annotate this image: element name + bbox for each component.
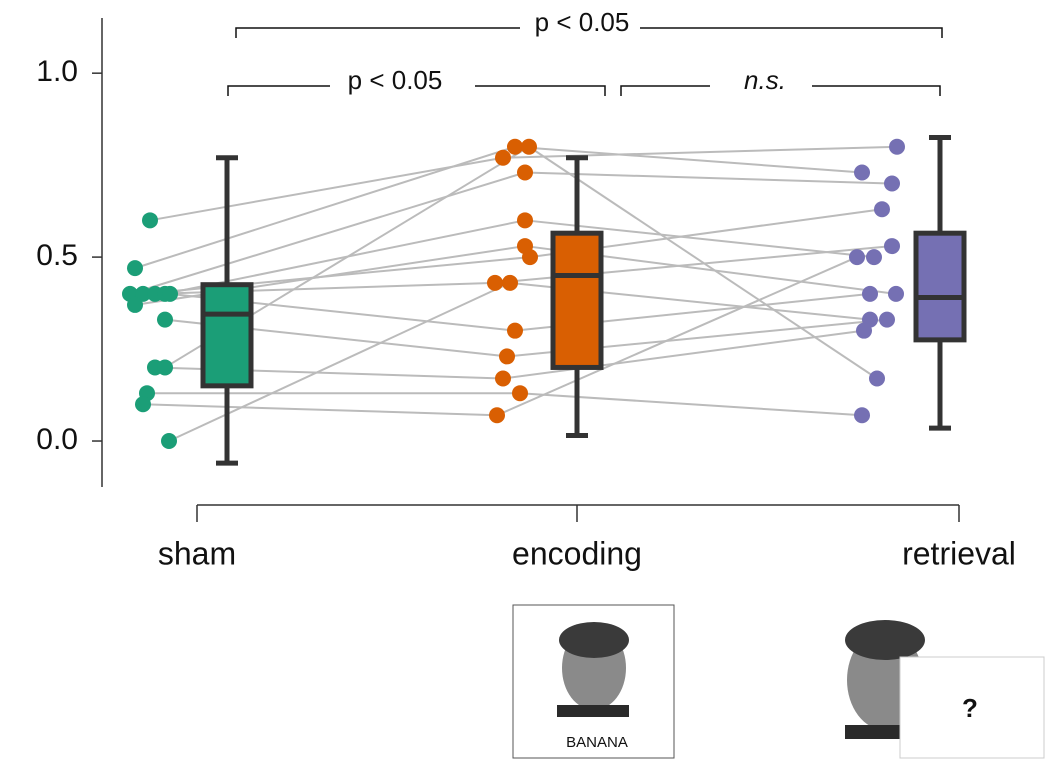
- data-point: [866, 249, 882, 266]
- data-point: [862, 311, 878, 328]
- x-tick-label: encoding: [512, 535, 642, 571]
- data-point: [127, 260, 143, 277]
- data-point: [135, 396, 151, 413]
- data-point: [884, 175, 900, 192]
- data-point: [874, 201, 890, 218]
- x-tick-label: retrieval: [902, 535, 1016, 571]
- paired-line: [524, 171, 893, 185]
- paired-line: [514, 145, 863, 174]
- data-point: [888, 285, 904, 302]
- shirt: [557, 705, 629, 717]
- paired-line: [496, 256, 858, 417]
- data-point: [499, 348, 515, 365]
- data-point: [521, 138, 537, 155]
- data-point: [849, 249, 865, 266]
- hair: [559, 622, 629, 658]
- data-point: [869, 370, 885, 387]
- stimulus-word: BANANA: [566, 734, 628, 751]
- data-point: [489, 407, 505, 424]
- data-point: [495, 149, 511, 166]
- bracket: [620, 85, 941, 96]
- retrieval-stimulus: ?: [845, 620, 1045, 759]
- data-point: [517, 238, 533, 255]
- data-point: [854, 407, 870, 424]
- data-point: [517, 164, 533, 181]
- data-point: [157, 311, 173, 328]
- data-point: [162, 285, 178, 302]
- data-point: [854, 164, 870, 181]
- data-point: [512, 385, 528, 402]
- data-point: [507, 138, 523, 155]
- box: [550, 230, 604, 370]
- paired-line: [502, 145, 898, 159]
- bracket: [235, 27, 943, 38]
- data-point: [142, 212, 158, 229]
- y-tick-label: 1.0: [36, 55, 78, 88]
- paired-line: [519, 392, 863, 417]
- hair: [845, 620, 925, 660]
- paired-line: [142, 403, 498, 417]
- x-tick-label: sham: [158, 535, 236, 571]
- bracket-label: p < 0.05: [535, 7, 630, 37]
- data-point: [879, 311, 895, 328]
- box: [200, 282, 254, 389]
- data-point: [495, 370, 511, 387]
- cue-card: [899, 656, 1045, 759]
- data-point: [127, 296, 143, 313]
- bracket-label: p < 0.05: [348, 65, 443, 95]
- data-point: [487, 274, 503, 291]
- paired-line: [524, 219, 875, 259]
- cue-text: ?: [962, 693, 978, 723]
- paired-line: [129, 171, 526, 295]
- data-point: [135, 285, 151, 302]
- data-point: [517, 212, 533, 229]
- paired-line: [134, 145, 516, 270]
- paired-line: [134, 245, 526, 306]
- data-point: [862, 285, 878, 302]
- data-point: [502, 274, 518, 291]
- y-tick-label: 0.0: [36, 423, 78, 456]
- data-point: [157, 359, 173, 376]
- data-point: [507, 322, 523, 339]
- bracket: [227, 85, 606, 96]
- data-point: [884, 238, 900, 255]
- encoding-stimulus: BANANA: [512, 604, 675, 759]
- paired-line: [502, 329, 865, 380]
- data-point: [889, 138, 905, 155]
- y-tick-label: 0.5: [36, 239, 78, 272]
- box: [913, 230, 967, 343]
- bracket-label: n.s.: [744, 65, 786, 95]
- data-point: [161, 433, 177, 450]
- shirt: [845, 725, 905, 739]
- paired-line: [149, 156, 504, 222]
- paired-line: [528, 145, 878, 380]
